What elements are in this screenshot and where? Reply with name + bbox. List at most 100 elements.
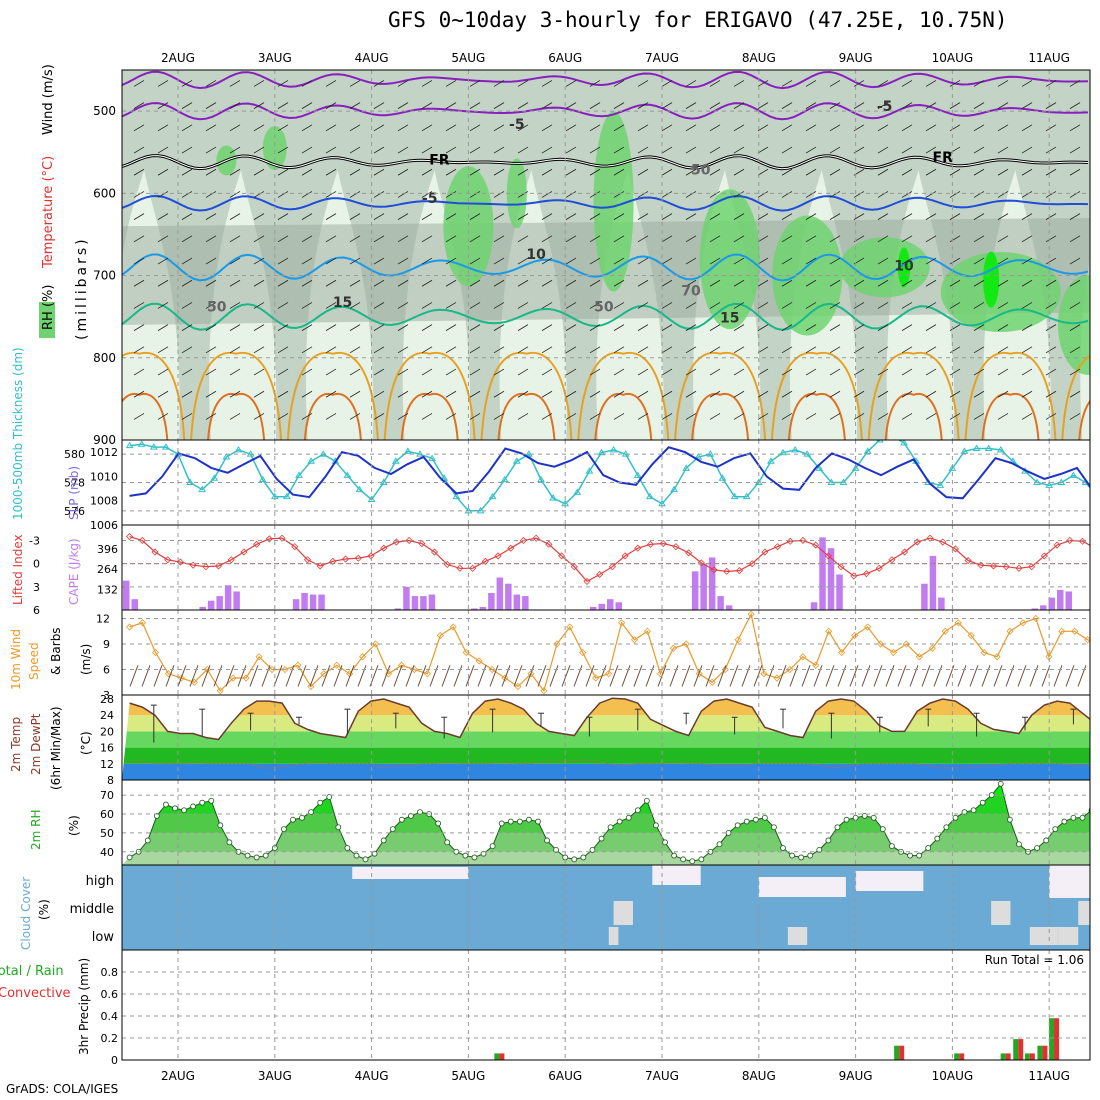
rh-point — [698, 856, 705, 863]
wind-barb — [133, 235, 145, 243]
wind-barb — [565, 279, 577, 287]
wind-barb — [421, 124, 433, 132]
wind-barb — [301, 257, 313, 265]
wind-barb — [829, 257, 841, 265]
wind-barb — [589, 257, 601, 265]
precip-conv-bar — [1054, 1018, 1060, 1060]
rh-point — [290, 816, 296, 823]
rh-point — [344, 845, 351, 851]
wind-barb-10m — [573, 665, 583, 687]
rh-point — [335, 824, 342, 831]
wind-barb — [421, 390, 433, 398]
temp-contour-25 — [594, 392, 653, 440]
wind-barb — [637, 213, 649, 220]
wind-barb — [397, 279, 409, 287]
rh-point — [153, 812, 160, 819]
thickness-point — [670, 485, 678, 493]
wind-barb-10m — [1005, 665, 1015, 687]
wind-barb — [397, 191, 409, 198]
thickness-point — [900, 440, 908, 446]
wind-barb — [901, 368, 913, 376]
wind-barb — [229, 302, 241, 309]
cape-bar — [938, 597, 945, 610]
temp-contour-20 — [122, 351, 186, 440]
wind-barb — [925, 324, 937, 331]
cape-bar — [607, 599, 614, 610]
wind-barb — [421, 368, 433, 376]
wind-barb — [397, 213, 409, 220]
wind-barb — [997, 413, 1009, 420]
wind-barb — [1045, 279, 1057, 287]
day-label-bottom: 2AUG — [161, 1069, 195, 1083]
temp-band — [122, 763, 1090, 780]
footer-credit: GrADS: COLA/IGES — [6, 1082, 119, 1096]
wind-barb — [517, 235, 529, 243]
wind-barb — [949, 80, 961, 87]
rh-point — [199, 799, 206, 806]
precip-conv-bar — [1042, 1045, 1048, 1060]
temp-plot — [122, 697, 1090, 780]
thickness-point — [488, 492, 497, 500]
precip-conv-bar — [959, 1053, 965, 1060]
wind-barb — [829, 124, 841, 132]
precip-convective-label: Convective — [0, 986, 71, 1001]
wind-barb — [205, 368, 217, 376]
wind-barb-10m — [669, 665, 679, 687]
wind-barb — [253, 146, 265, 154]
rh-point — [925, 845, 932, 851]
wind-barb — [613, 390, 625, 398]
wind-barb — [157, 80, 169, 87]
wind-barb — [997, 279, 1009, 287]
wind-barb — [565, 257, 577, 265]
wind-barb — [925, 191, 937, 198]
li-point — [596, 570, 604, 579]
rh-tick: 40 — [100, 846, 114, 859]
precip-conv-bar — [1029, 1053, 1035, 1060]
li-point — [926, 534, 934, 542]
page-title: GFS 0~10day 3-hourly for ERIGAVO (47.25E… — [388, 8, 1008, 32]
day-label-bottom: 10AUG — [932, 1069, 974, 1083]
rh-point — [743, 818, 750, 825]
millibars-label: (millibars) — [74, 236, 90, 340]
thickness-point — [537, 475, 545, 483]
wind-barb — [661, 368, 673, 376]
cape-bar — [207, 600, 215, 610]
rh-point — [807, 852, 814, 859]
rh-point — [1070, 814, 1077, 821]
wind-barb — [733, 168, 745, 176]
wind-barb — [613, 368, 625, 376]
wind-barb — [925, 368, 937, 376]
wind-barb — [1069, 346, 1081, 354]
wind-barb — [733, 235, 745, 243]
rh-point — [489, 843, 496, 850]
cloud-label-group: Cloud Cover — [19, 877, 33, 950]
wind-barb — [589, 168, 601, 176]
wind-barb — [637, 257, 649, 265]
day-label-bottom: 8AUG — [742, 1069, 776, 1083]
wind-barb — [901, 279, 913, 287]
wind-barb — [1069, 257, 1081, 265]
wind-barb — [901, 324, 913, 331]
wind-speed-point — [592, 674, 600, 682]
wind-barb — [133, 80, 145, 87]
slp-tick: 1006 — [90, 519, 118, 532]
contour-label: 50 — [594, 300, 614, 316]
wind-speed-point — [333, 661, 341, 669]
li-point — [621, 552, 629, 560]
wind-barb — [589, 346, 601, 354]
cape-bar — [836, 574, 843, 610]
rh-point — [181, 807, 187, 814]
wind-barb — [661, 191, 673, 198]
wind-barb-10m — [993, 665, 1003, 687]
wind-barb — [757, 80, 769, 87]
wind-barb — [1021, 302, 1033, 309]
wind-barb — [253, 302, 265, 309]
wind-barb — [973, 80, 985, 87]
wind-barb — [661, 80, 673, 87]
thickness-point — [936, 481, 945, 488]
wind-barb — [301, 146, 313, 154]
wind-barb — [445, 279, 457, 287]
wind-barb — [469, 346, 481, 354]
wind-barb — [277, 235, 289, 243]
wind-barb — [1021, 146, 1033, 154]
